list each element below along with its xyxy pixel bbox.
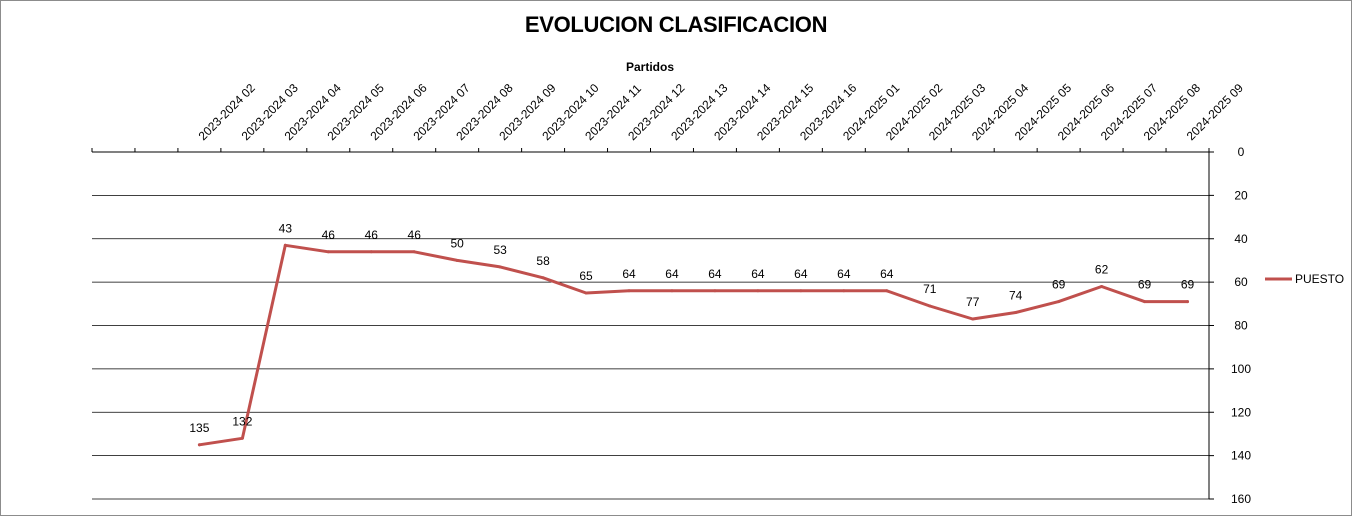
data-label: 64	[794, 267, 808, 281]
series-line-puesto	[197, 243, 1189, 447]
data-point	[1186, 300, 1190, 304]
data-point	[326, 250, 330, 254]
data-point	[412, 250, 416, 254]
data-label: 46	[365, 228, 379, 242]
y-tick-label: 20	[1234, 188, 1248, 202]
data-point	[713, 289, 717, 293]
data-point	[455, 258, 459, 262]
data-label: 69	[1052, 278, 1066, 292]
data-label: 50	[450, 236, 464, 250]
data-label: 43	[279, 221, 293, 235]
y-tick-label: 100	[1231, 362, 1251, 376]
data-point	[1143, 300, 1147, 304]
y-tick-label: 120	[1231, 405, 1251, 419]
data-point	[928, 304, 932, 308]
data-point	[541, 276, 545, 280]
y-tick-label: 160	[1231, 492, 1251, 506]
data-label: 74	[1009, 288, 1023, 302]
data-label: 69	[1138, 278, 1152, 292]
data-label: 65	[579, 269, 593, 283]
data-label: 58	[536, 254, 550, 268]
y-tick-label: 60	[1234, 275, 1248, 289]
data-point	[1014, 310, 1018, 314]
data-label: 46	[322, 228, 336, 242]
data-point	[283, 243, 287, 247]
chart-title: EVOLUCION CLASIFICACION	[524, 12, 828, 37]
data-point	[799, 289, 803, 293]
data-label: 69	[1181, 278, 1195, 292]
data-label: 77	[966, 295, 980, 309]
y-tick-label: 0	[1238, 145, 1245, 159]
data-label: 135	[189, 421, 209, 435]
data-label: 64	[751, 267, 765, 281]
y-tick-label: 80	[1234, 319, 1248, 333]
data-label: 64	[708, 267, 722, 281]
data-point	[842, 289, 846, 293]
data-point	[584, 291, 588, 295]
data-point	[1057, 300, 1061, 304]
legend-label: PUESTO	[1295, 272, 1344, 286]
data-label: 62	[1095, 262, 1109, 276]
data-point	[971, 317, 975, 321]
data-point	[670, 289, 674, 293]
x-axis-title: Partidos	[625, 60, 674, 74]
data-label: 64	[837, 267, 851, 281]
data-point	[240, 436, 244, 440]
data-point	[498, 265, 502, 269]
data-label: 46	[408, 228, 422, 242]
data-label: 64	[880, 267, 894, 281]
data-point	[369, 250, 373, 254]
data-label: 64	[665, 267, 679, 281]
data-point	[1100, 284, 1104, 288]
data-label: 53	[493, 243, 507, 257]
y-tick-label: 40	[1234, 232, 1248, 246]
data-label: 71	[923, 282, 937, 296]
data-label: 132	[232, 414, 252, 428]
data-point	[885, 289, 889, 293]
data-point	[197, 443, 201, 447]
y-tick-label: 140	[1231, 449, 1251, 463]
data-point	[756, 289, 760, 293]
data-label: 64	[622, 267, 636, 281]
data-point	[627, 289, 631, 293]
